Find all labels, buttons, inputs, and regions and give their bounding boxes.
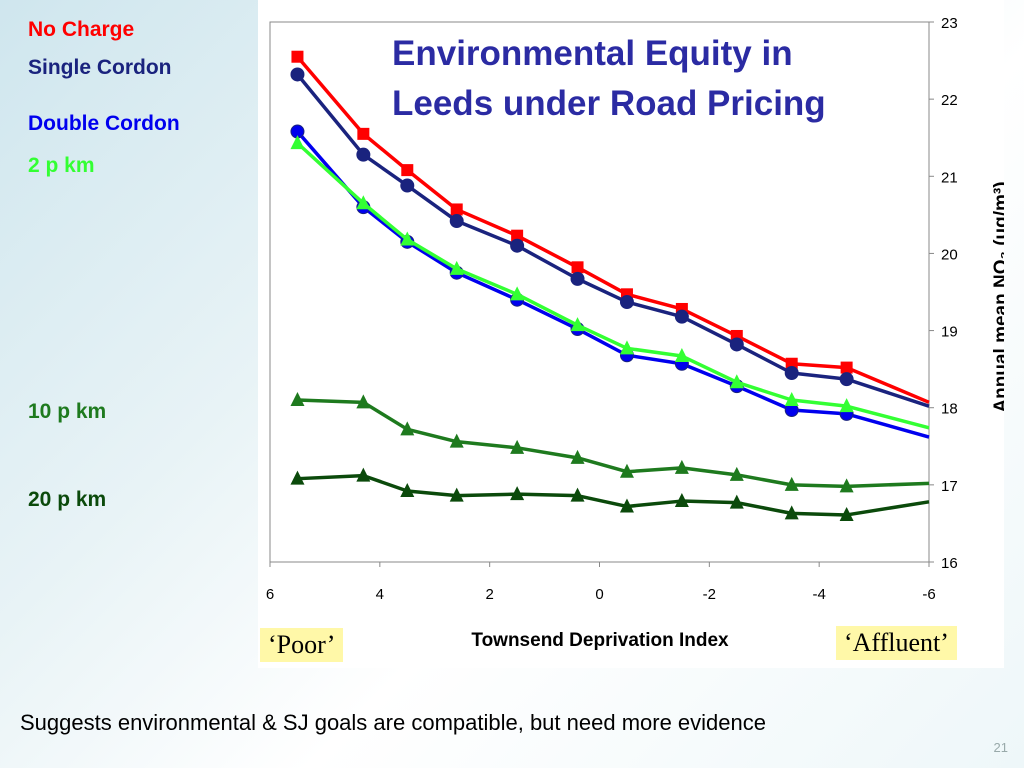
data-point bbox=[840, 361, 853, 374]
data-point bbox=[291, 50, 304, 63]
data-point bbox=[674, 459, 689, 474]
data-point bbox=[784, 366, 799, 380]
x-tick-label: -4 bbox=[812, 586, 825, 603]
data-point bbox=[510, 439, 525, 454]
data-point bbox=[619, 340, 634, 355]
legend-label-20p: 20 p km bbox=[28, 488, 107, 511]
legend-label-double-cordon: Double Cordon bbox=[28, 112, 180, 135]
data-point bbox=[510, 286, 525, 301]
data-point bbox=[290, 470, 305, 485]
data-point bbox=[290, 135, 305, 150]
data-point bbox=[674, 309, 689, 324]
chart-title-line-2: Leeds under Road Pricing bbox=[392, 84, 826, 123]
data-point bbox=[400, 231, 415, 246]
page-number: 21 bbox=[993, 740, 1008, 755]
data-point bbox=[784, 505, 799, 520]
data-point bbox=[356, 394, 371, 409]
legend-label-2p: 2 p km bbox=[28, 154, 95, 177]
data-point bbox=[571, 261, 584, 274]
legend-label-no-charge: No Charge bbox=[28, 18, 135, 41]
data-point bbox=[400, 421, 415, 436]
plot-area-frame bbox=[269, 21, 930, 563]
legend-label-single-cordon: Single Cordon bbox=[28, 56, 172, 79]
y-tick-label: 17 bbox=[941, 478, 958, 495]
data-point bbox=[784, 476, 799, 491]
series-line-20-p-km bbox=[297, 473, 930, 517]
x-tick-label: 6 bbox=[266, 586, 274, 603]
x-axis-label: Townsend Deprivation Index bbox=[471, 630, 729, 651]
y-tick-label: 23 bbox=[941, 15, 958, 32]
data-point bbox=[356, 195, 371, 210]
data-point bbox=[619, 463, 634, 478]
y-axis-label: Annual mean NO₂ (ug/m³) bbox=[991, 181, 1004, 412]
affluent-tag: ‘Affluent’ bbox=[836, 626, 957, 660]
data-point bbox=[839, 372, 854, 387]
x-tick-label: 2 bbox=[485, 586, 493, 603]
poor-tag: ‘Poor’ bbox=[260, 628, 344, 662]
data-point bbox=[729, 337, 744, 352]
series-line-double-cordon bbox=[296, 130, 930, 439]
data-point bbox=[570, 449, 585, 464]
data-point bbox=[784, 392, 799, 406]
series-line-no-charge bbox=[296, 55, 930, 404]
footer-text: Suggests environmental & SJ goals are co… bbox=[20, 710, 766, 735]
data-point bbox=[449, 260, 464, 275]
series-no-charge bbox=[291, 50, 930, 404]
data-point bbox=[400, 178, 415, 193]
data-point bbox=[729, 494, 744, 509]
data-point bbox=[356, 147, 371, 162]
legend-label-10p: 10 p km bbox=[28, 400, 107, 423]
series-line-single-cordon bbox=[296, 73, 930, 408]
chart-panel: 6 4 2 0 -2 -4 -6 16 17 18 19 20 21 22 23 Environmental… bbox=[258, 0, 1004, 668]
x-tick-label: -2 bbox=[703, 586, 716, 603]
data-point bbox=[729, 374, 744, 389]
data-point bbox=[510, 238, 525, 253]
data-point bbox=[619, 498, 634, 513]
data-point bbox=[449, 433, 464, 448]
data-point bbox=[570, 271, 585, 286]
series-2-p-km bbox=[290, 135, 930, 430]
data-point bbox=[449, 487, 464, 502]
data-point bbox=[674, 493, 689, 508]
y-tick-label: 22 bbox=[941, 92, 958, 109]
data-point bbox=[729, 466, 744, 481]
data-point bbox=[839, 506, 854, 521]
y-tick-label: 21 bbox=[941, 169, 958, 186]
data-point bbox=[290, 67, 305, 82]
x-tick-label: 4 bbox=[376, 586, 384, 603]
data-point bbox=[449, 214, 464, 229]
data-point bbox=[839, 398, 854, 413]
y-tick-label: 19 bbox=[941, 324, 958, 341]
data-point bbox=[839, 478, 854, 493]
x-tick-label: -6 bbox=[922, 586, 935, 603]
chart-title-line-1: Environmental Equity in bbox=[392, 34, 793, 73]
data-point bbox=[619, 295, 634, 310]
data-point bbox=[510, 486, 525, 501]
data-point bbox=[290, 392, 305, 406]
y-tick-label: 18 bbox=[941, 401, 958, 418]
series-line-10-p-km bbox=[297, 398, 930, 489]
data-point bbox=[570, 487, 585, 502]
y-tick-label: 16 bbox=[941, 555, 958, 572]
series-10-p-km bbox=[290, 392, 930, 493]
data-point bbox=[401, 164, 414, 177]
data-point bbox=[400, 483, 415, 498]
y-tick-label: 20 bbox=[941, 246, 958, 263]
series-single-cordon bbox=[290, 67, 930, 408]
data-point bbox=[450, 203, 463, 216]
data-point bbox=[356, 467, 371, 482]
series-20-p-km bbox=[290, 467, 930, 521]
data-point bbox=[570, 317, 585, 332]
series-line-2-p-km bbox=[296, 141, 930, 430]
data-point bbox=[511, 229, 524, 242]
data-point bbox=[674, 348, 689, 363]
x-tick-label: 0 bbox=[595, 586, 603, 603]
data-point bbox=[357, 127, 370, 140]
